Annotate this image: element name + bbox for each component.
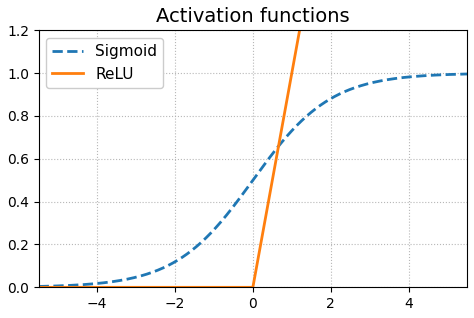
- Sigmoid: [330, 96, 336, 100]
- Line: ReLU: ReLU: [39, 0, 467, 287]
- Line: Sigmoid: Sigmoid: [39, 74, 467, 287]
- ReLU: [36, 286, 42, 289]
- ReLU: [209, 286, 215, 289]
- Sigmoid: [225, 212, 230, 216]
- Sigmoid: [464, 72, 470, 76]
- Title: Activation functions: Activation functions: [156, 7, 350, 26]
- ReLU: [80, 286, 85, 289]
- ReLU: [225, 286, 230, 289]
- Sigmoid: [80, 283, 85, 287]
- Sigmoid: [378, 79, 383, 83]
- Sigmoid: [370, 81, 375, 85]
- Sigmoid: [36, 285, 42, 288]
- Legend: Sigmoid, ReLU: Sigmoid, ReLU: [46, 38, 164, 88]
- Sigmoid: [209, 230, 215, 234]
